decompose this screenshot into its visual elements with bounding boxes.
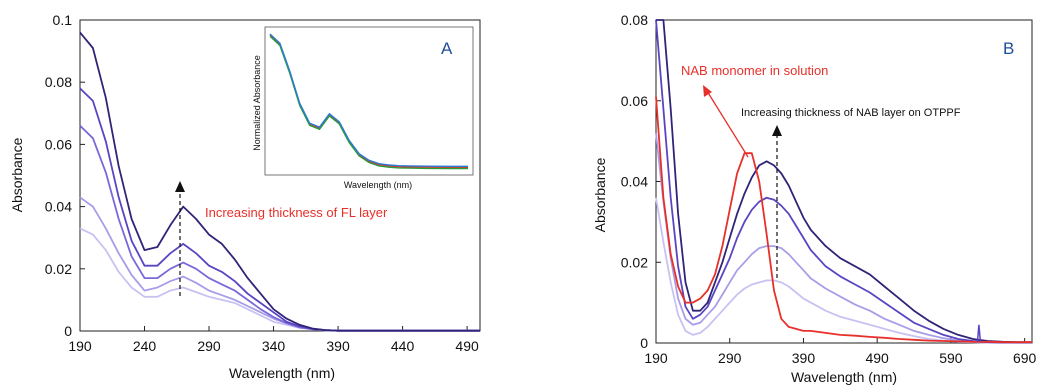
panel-b-x-axis-label: Wavelength (nm)	[791, 369, 897, 385]
panel-a-series-line	[79, 31, 480, 332]
panel-a-annotation: Increasing thickness of FL layer	[205, 205, 388, 220]
panel-b-y-tick-label: 0.06	[621, 93, 648, 109]
panel-a-x-tick-label: 440	[391, 338, 415, 354]
panel-a-x-tick-label: 340	[262, 338, 286, 354]
panel-a-series	[79, 31, 480, 332]
panel-b-series-line	[655, 197, 1032, 344]
panel-a-x-tick-label: 490	[455, 338, 479, 354]
panel-b-red-pointer-head	[703, 85, 712, 97]
panel-b: 0 0.02 0.04 0.06 0.08 190 290 390 490 590 690 Abs…	[592, 12, 1037, 385]
panel-b-y-axis-label: Absorbance	[592, 157, 608, 232]
panel-b-x-tick-label: 690	[1013, 350, 1037, 366]
panel-a-y-tick-label: 0.06	[45, 136, 72, 152]
panel-a-letter: A	[441, 39, 453, 58]
panel-b-x-tick-label: 190	[644, 350, 668, 366]
panel-a-y-tick-label: 0.04	[45, 199, 72, 215]
panel-a-y-tick-label: 0.1	[53, 12, 73, 28]
panel-b-x-tick-label: 490	[865, 350, 889, 366]
panel-b-arrowhead	[772, 125, 782, 136]
panel-a: 0 0.02 0.04 0.06 0.08 0.1 190 240 290 340 390 440 4…	[9, 12, 481, 381]
panel-b-series-line	[655, 96, 1032, 344]
panel-b-series-line	[656, 19, 1032, 344]
panel-a-frame	[79, 19, 481, 332]
panel-a-series-line	[79, 227, 480, 332]
panel-b-letter: B	[1003, 39, 1014, 58]
panel-a-x-axis-label: Wavelength (nm)	[229, 365, 335, 381]
panel-b-x-tick-label: 590	[939, 350, 963, 366]
panel-b-y-tick-label: 0	[640, 335, 648, 351]
panel-b-series-line	[655, 19, 1032, 344]
panel-b-red-pointer	[706, 90, 749, 158]
panel-a-x-tick-label: 240	[133, 338, 157, 354]
panel-a-y-axis-label: Absorbance	[9, 137, 25, 212]
panel-b-series	[655, 19, 1032, 344]
panel-a-y-tick-label: 0.08	[45, 74, 72, 90]
panel-b-y-ticks: 0 0.02 0.04 0.06 0.08	[621, 12, 661, 351]
panel-a-y-tick-label: 0.02	[45, 261, 72, 277]
panel-a-arrowhead	[175, 181, 185, 192]
inset-y-axis-label: Normalized Absorbance	[252, 55, 262, 151]
inset-x-axis-label: Wavelength (nm)	[344, 180, 412, 190]
panel-b-y-tick-label: 0.02	[621, 254, 648, 270]
panel-b-x-ticks: 190 290 390 490 590 690	[644, 338, 1037, 366]
panel-a-x-tick-label: 290	[197, 338, 221, 354]
panel-b-y-tick-label: 0.08	[621, 12, 648, 28]
panel-a-x-ticks: 190 240 290 340 390 440 490	[68, 326, 479, 354]
panel-b-series-line	[655, 133, 1032, 344]
panel-a-y-ticks: 0 0.02 0.04 0.06 0.08 0.1	[45, 12, 85, 339]
panel-b-spike	[976, 324, 982, 342]
panel-b-x-tick-label: 290	[718, 350, 742, 366]
panel-b-annotation-monomer: NAB monomer in solution	[681, 63, 828, 78]
panel-b-x-tick-label: 390	[792, 350, 816, 366]
inset-chart: Normalized Absorbance Wavelength (nm)	[252, 26, 474, 190]
panel-b-annotation-thickness: Increasing thickness of NAB layer on OTP…	[741, 107, 961, 119]
panel-a-x-tick-label: 190	[68, 338, 92, 354]
panel-a-y-tick-label: 0	[64, 323, 72, 339]
inset-series-line	[269, 33, 468, 168]
panel-b-y-tick-label: 0.04	[621, 174, 648, 190]
panel-a-x-tick-label: 390	[326, 338, 350, 354]
inset-series	[269, 33, 468, 170]
